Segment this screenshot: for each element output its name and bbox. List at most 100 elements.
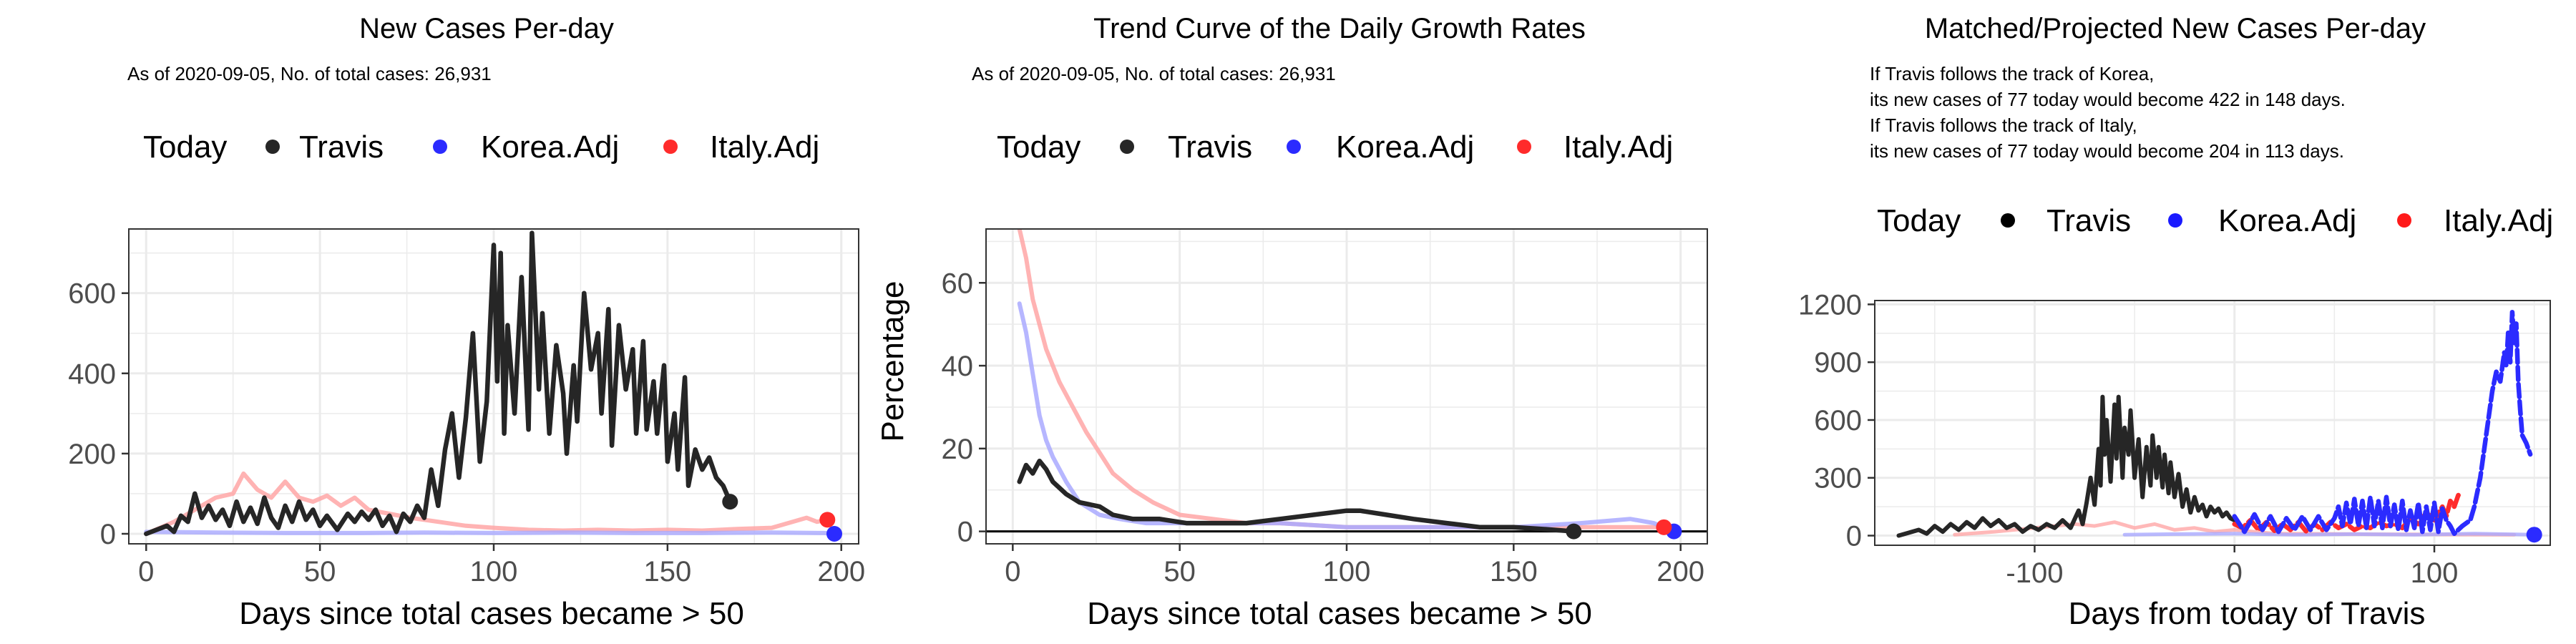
gridlines — [1875, 301, 2550, 545]
today-marker-travis — [722, 494, 738, 510]
x-tick-label: 0 — [2227, 557, 2243, 589]
x-tick-label: 50 — [304, 556, 336, 587]
annotation-line: its new cases of 77 today would become 4… — [1870, 89, 2346, 110]
x-tick-label: 200 — [817, 556, 865, 587]
panel-daily-growth-rates: Trend Curve of the Daily Growth Rates As… — [875, 13, 1708, 631]
y-tick-label: 0 — [100, 519, 116, 550]
x-tick-label: 150 — [1490, 556, 1538, 587]
series-group — [1017, 229, 1677, 534]
panel-matched-projected: Matched/Projected New Cases Per-day If T… — [1798, 13, 2553, 631]
legend-marker-travis — [265, 140, 280, 154]
legend-title: Today — [1877, 203, 1961, 238]
y-tick-label: 200 — [68, 439, 116, 470]
series-line-korea-adj — [144, 530, 836, 536]
legend-title: Today — [997, 130, 1080, 165]
x-tick-label: 150 — [643, 556, 691, 587]
panel-background — [1875, 301, 2550, 545]
series-line-korea-adj — [2232, 309, 2533, 537]
today-marker-travis — [1566, 523, 1582, 540]
y-tick-label: 60 — [942, 268, 974, 299]
annotation-line: If Travis follows the track of Korea, — [1870, 63, 2154, 84]
y-tick-label: 40 — [942, 351, 974, 382]
annotation-line: its new cases of 77 today would become 2… — [1870, 140, 2344, 162]
y-tick-labels: 0 20 40 60 — [942, 268, 974, 547]
y-tick-label: 400 — [68, 358, 116, 390]
legend-title: Today — [143, 130, 227, 165]
chart-subtitle: As of 2020-09-05, No. of total cases: 26… — [972, 63, 1336, 84]
annotation-line: If Travis follows the track of Italy, — [1870, 114, 2137, 136]
legend-marker-italy — [663, 140, 678, 154]
x-tick-label: -100 — [2006, 557, 2063, 589]
y-tick-label: 1200 — [1798, 289, 1862, 321]
plot-area — [1868, 300, 2551, 552]
x-tick-label: 200 — [1657, 556, 1704, 587]
x-tick-labels: 0 50 100 150 200 — [138, 556, 865, 587]
legend-label-korea: Korea.Adj — [481, 130, 619, 165]
chart-title: Matched/Projected New Cases Per-day — [1925, 13, 2426, 44]
axis-ticks — [979, 282, 1682, 551]
plot-area — [979, 228, 1708, 551]
axis-ticks — [122, 292, 842, 551]
x-tick-label: 100 — [2411, 557, 2459, 589]
legend-label-korea: Korea.Adj — [1336, 130, 1474, 165]
y-tick-label: 20 — [942, 434, 974, 465]
today-markers — [2526, 527, 2542, 543]
legend-marker-travis — [2001, 213, 2015, 228]
today-marker-korea — [2526, 527, 2542, 543]
x-axis-title: Days from today of Travis — [2069, 596, 2426, 631]
gridlines — [986, 229, 1707, 544]
x-tick-labels: 0 50 100 150 200 — [1005, 556, 1704, 587]
today-markers — [1566, 519, 1682, 540]
legend-label-italy: Italy.Adj — [2444, 203, 2553, 238]
y-tick-label: 300 — [1814, 463, 1862, 494]
legend-marker-italy — [1517, 140, 1531, 154]
series-line-travis — [144, 230, 733, 537]
series-line-italy-adj — [144, 471, 830, 536]
x-tick-label: 100 — [1323, 556, 1371, 587]
x-tick-label: 0 — [138, 556, 154, 587]
y-tick-labels: 0 200 400 600 — [68, 278, 116, 550]
legend-label-italy: Italy.Adj — [710, 130, 819, 165]
x-tick-label: 100 — [470, 556, 518, 587]
legend-label-italy: Italy.Adj — [1563, 130, 1673, 165]
x-tick-labels: -100 0 100 — [2006, 557, 2458, 589]
panel-border — [1874, 300, 2551, 546]
x-tick-label: 50 — [1163, 556, 1196, 587]
axis-ticks — [1868, 303, 2436, 552]
y-tick-label: 600 — [68, 278, 116, 310]
y-tick-label: 0 — [1846, 521, 1862, 552]
legend-marker-korea — [433, 140, 447, 154]
chart-title: New Cases Per-day — [359, 13, 614, 44]
y-tick-label: 0 — [957, 517, 973, 548]
y-axis-title: Percentage — [875, 280, 910, 441]
legend: Today Travis Korea.Adj Italy.Adj — [143, 130, 819, 165]
series-group — [1896, 309, 2537, 538]
chart-title: Trend Curve of the Daily Growth Rates — [1093, 13, 1586, 44]
legend-marker-travis — [1120, 140, 1134, 154]
annotations: If Travis follows the track of Korea, it… — [1870, 63, 2346, 162]
today-marker-italy — [819, 512, 836, 528]
series-line-travis — [1017, 458, 1576, 534]
panel-new-cases-per-day: New Cases Per-day As of 2020-09-05, No. … — [68, 13, 865, 631]
series-group — [144, 230, 836, 537]
y-tick-label: 600 — [1814, 405, 1862, 436]
legend-label-travis: Travis — [299, 130, 384, 165]
series-line-travis — [1896, 394, 2237, 538]
series-line-korea-adj-history — [2122, 532, 2537, 537]
legend-label-travis: Travis — [1168, 130, 1252, 165]
legend-marker-italy — [2397, 213, 2411, 228]
legend-marker-korea — [2168, 213, 2182, 228]
legend-label-travis: Travis — [2046, 203, 2131, 238]
legend-marker-korea — [1287, 140, 1301, 154]
legend: Today Travis Korea.Adj Italy.Adj — [997, 130, 1673, 165]
x-tick-label: 0 — [1005, 556, 1020, 587]
chart-subtitle: As of 2020-09-05, No. of total cases: 26… — [127, 63, 492, 84]
today-marker-korea — [826, 525, 842, 542]
today-markers — [722, 494, 842, 542]
legend-label-korea: Korea.Adj — [2218, 203, 2356, 238]
y-tick-label: 900 — [1814, 347, 1862, 379]
y-tick-labels: 0 300 600 900 1200 — [1798, 289, 1862, 552]
legend: Today Travis Korea.Adj Italy.Adj — [1877, 203, 2553, 238]
today-marker-italy — [1656, 519, 1672, 535]
